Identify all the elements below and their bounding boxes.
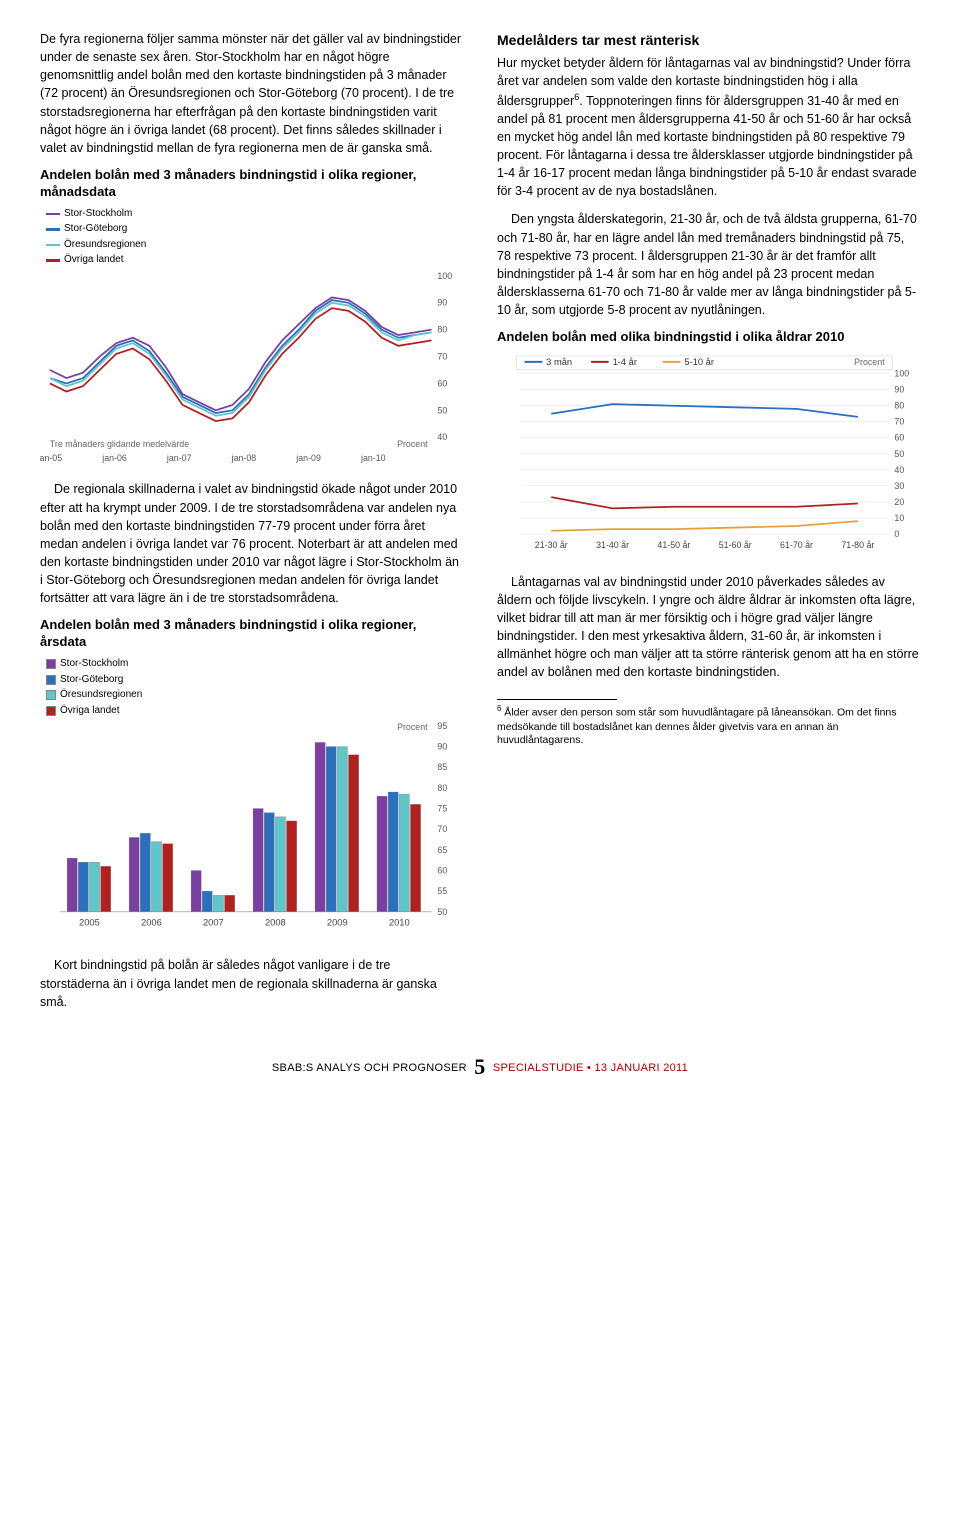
svg-text:90: 90 [894, 385, 904, 395]
svg-text:100: 100 [437, 271, 452, 281]
svg-text:71-80 år: 71-80 år [841, 540, 874, 550]
svg-text:30: 30 [894, 481, 904, 491]
svg-text:70: 70 [437, 351, 447, 361]
left-para-2: De regionala skillnaderna i valet av bin… [40, 480, 463, 607]
chart1: Stor-StockholmStor-GöteborgÖresundsregio… [40, 207, 463, 467]
svg-text:31-40 år: 31-40 år [596, 540, 629, 550]
svg-text:5-10 år: 5-10 år [684, 357, 714, 367]
svg-text:20: 20 [894, 497, 904, 507]
chart2: Stor-StockholmStor-GöteborgÖresundsregio… [40, 657, 463, 936]
svg-text:60: 60 [437, 378, 447, 388]
svg-text:2009: 2009 [327, 918, 348, 928]
svg-text:51-60 år: 51-60 år [719, 540, 752, 550]
svg-text:100: 100 [894, 369, 909, 379]
svg-text:60: 60 [437, 865, 447, 875]
svg-text:Procent: Procent [397, 722, 428, 732]
svg-text:50: 50 [437, 405, 447, 415]
page-footer: SBAB:S ANALYS OCH PROGNOSER 5 SPECIALSTU… [40, 1051, 920, 1083]
svg-text:jan-10: jan-10 [360, 452, 386, 462]
svg-text:50: 50 [894, 449, 904, 459]
footer-bullet: • [587, 1062, 591, 1074]
footer-right: SPECIALSTUDIE [493, 1062, 584, 1074]
svg-text:80: 80 [437, 783, 447, 793]
footnote-6: 6 Ålder avser den person som står som hu… [497, 704, 920, 747]
footer-left: SBAB:S ANALYS OCH PROGNOSER [272, 1062, 467, 1074]
svg-text:50: 50 [437, 907, 447, 917]
chart2-legend: Stor-StockholmStor-GöteborgÖresundsregio… [40, 657, 463, 718]
svg-text:75: 75 [437, 804, 447, 814]
svg-text:jan-06: jan-06 [101, 452, 127, 462]
svg-text:2006: 2006 [141, 918, 162, 928]
svg-text:70: 70 [894, 417, 904, 427]
two-column-layout: De fyra regionerna följer samma mönster … [40, 30, 920, 1021]
svg-text:21-30 år: 21-30 år [535, 540, 568, 550]
svg-text:Procent: Procent [397, 439, 428, 449]
footnote-text: Ålder avser den person som står som huvu… [497, 707, 897, 746]
svg-text:65: 65 [437, 845, 447, 855]
svg-text:jan-07: jan-07 [166, 452, 192, 462]
svg-text:2005: 2005 [79, 918, 100, 928]
footer-date: 13 JANUARI 2011 [594, 1062, 688, 1074]
svg-text:80: 80 [437, 324, 447, 334]
chart2-svg: 50 55 60 65 70 75 80 85 90 95 Procent 2005 2006 2007 2… [40, 720, 463, 936]
chart3-svg: 3 mån 1-4 år 5-10 år Procent 0 10 20 30 40 50 60 70… [497, 352, 920, 559]
svg-text:3 mån: 3 mån [546, 357, 572, 367]
svg-text:40: 40 [437, 432, 447, 442]
svg-text:jan-08: jan-08 [231, 452, 257, 462]
chart3-title: Andelen bolån med olika bindningstid i o… [497, 329, 920, 346]
left-para-1: De fyra regionerna följer samma mönster … [40, 30, 463, 157]
svg-text:Procent: Procent [854, 357, 885, 367]
svg-text:80: 80 [894, 401, 904, 411]
svg-text:40: 40 [894, 465, 904, 475]
svg-text:jan-05: jan-05 [40, 452, 62, 462]
chart3: 3 mån 1-4 år 5-10 år Procent 0 10 20 30 40 50 60 70… [497, 352, 920, 559]
svg-text:jan-09: jan-09 [295, 452, 321, 462]
right-para-3: Låntagarnas val av bindningstid under 20… [497, 573, 920, 682]
svg-text:10: 10 [894, 513, 904, 523]
svg-text:2008: 2008 [265, 918, 286, 928]
svg-text:70: 70 [437, 824, 447, 834]
svg-text:Tre månaders glidande medelvär: Tre månaders glidande medelvärde [50, 439, 189, 449]
svg-text:90: 90 [437, 297, 447, 307]
svg-text:2007: 2007 [203, 918, 224, 928]
footnote-rule [497, 699, 617, 700]
svg-text:85: 85 [437, 762, 447, 772]
chart1-title: Andelen bolån med 3 månaders bindningsti… [40, 167, 463, 201]
right-para-2: Den yngsta ålderskategorin, 21-30 år, oc… [497, 210, 920, 319]
svg-text:60: 60 [894, 433, 904, 443]
right-para-1: Hur mycket betyder åldern för låntagarna… [497, 54, 920, 200]
svg-text:41-50 år: 41-50 år [657, 540, 690, 550]
svg-text:1-4 år: 1-4 år [613, 357, 637, 367]
svg-text:90: 90 [437, 742, 447, 752]
svg-text:95: 95 [437, 721, 447, 731]
right-para-1b: . Toppnoteringen finns för åldersgruppen… [497, 94, 917, 199]
svg-text:0: 0 [894, 529, 899, 539]
right-column: Medelålders tar mest ränterisk Hur mycke… [497, 30, 920, 1021]
left-para-3: Kort bindningstid på bolån är således nå… [40, 956, 463, 1010]
svg-text:61-70 år: 61-70 år [780, 540, 813, 550]
left-column: De fyra regionerna följer samma mönster … [40, 30, 463, 1021]
svg-text:55: 55 [437, 886, 447, 896]
chart1-svg: 40 50 60 70 80 90 100 Tre månaders glidande med… [40, 270, 463, 467]
right-heading: Medelålders tar mest ränterisk [497, 30, 920, 50]
chart1-legend: Stor-StockholmStor-GöteborgÖresundsregio… [40, 207, 463, 268]
footer-page: 5 [470, 1054, 489, 1079]
svg-text:2010: 2010 [389, 918, 410, 928]
chart2-title: Andelen bolån med 3 månaders bindningsti… [40, 617, 463, 651]
